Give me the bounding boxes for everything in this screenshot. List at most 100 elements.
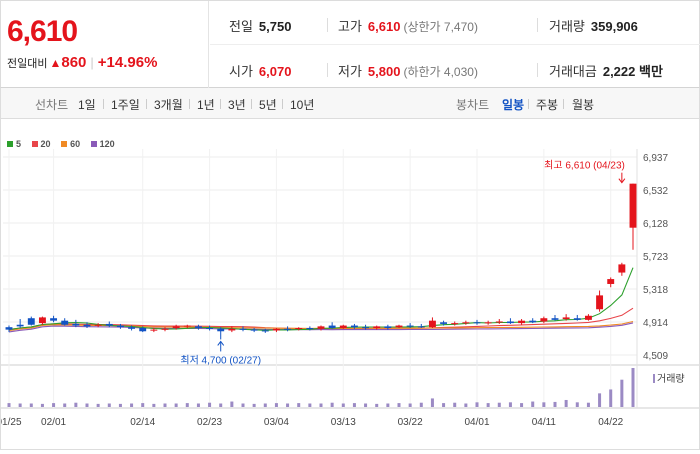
x-tick-label: 02/14 (130, 417, 155, 428)
y-tick-label: 4,509 (643, 351, 668, 362)
ma-legend: 5 20 60 120 (7, 139, 123, 149)
volume-bar (286, 403, 290, 407)
divider (146, 99, 147, 109)
tab-1day[interactable]: 1일 (78, 98, 96, 112)
tab-daily[interactable]: 일봉 (502, 98, 525, 112)
candle-body (328, 325, 336, 329)
price-block: 6,610 전일대비 ▲860 | +14.96% (1, 1, 209, 88)
volume-bar (486, 403, 490, 407)
candle-body (261, 330, 269, 332)
y-tick-label: 6,937 (643, 153, 668, 164)
change-label: 전일대비 (7, 58, 48, 70)
candlestick-chart[interactable]: 6,937 6,532 6,128 5,723 5,318 4,914 4,509 01/25… (0, 119, 699, 449)
volume-label: 거래량 (549, 19, 585, 34)
y-tick-label: 6,532 (643, 186, 668, 197)
volume-bar (163, 403, 167, 407)
volume-bar (274, 403, 278, 407)
candle-body (72, 323, 80, 326)
line-chart-title: 선차트 (35, 98, 69, 112)
tab-1week[interactable]: 1주일 (111, 98, 140, 112)
open-label: 시가 (229, 64, 253, 79)
volume-bar (341, 403, 345, 407)
divider (282, 99, 283, 109)
tab-5year[interactable]: 5년 (259, 98, 277, 112)
divider (210, 44, 700, 45)
y-tick-label: 5,723 (643, 252, 668, 263)
candle-body (529, 320, 537, 323)
tab-3year[interactable]: 3년 (228, 98, 246, 112)
upper-limit-note: (상한가 7,470) (403, 20, 478, 34)
legend-swatch (31, 141, 38, 147)
candle-body (584, 315, 592, 320)
volume-bar (375, 403, 379, 407)
x-tick-label: 04/01 (464, 417, 489, 428)
volume-label: 거래량 (657, 373, 685, 385)
candle-body (373, 326, 381, 329)
volume-bar (18, 403, 22, 407)
tab-1year[interactable]: 1년 (197, 98, 215, 112)
volume-bar (308, 403, 312, 407)
candle-body (217, 328, 225, 332)
volume-bar (107, 403, 111, 407)
volume-bar (564, 399, 568, 407)
candle-body (139, 328, 147, 332)
divider (563, 99, 564, 109)
volume-bar (520, 403, 524, 407)
volume-bar (453, 402, 457, 407)
up-arrow-icon: ▲ (49, 56, 62, 70)
candle-body (451, 323, 459, 325)
tab-3month[interactable]: 3개월 (154, 98, 183, 112)
candle-body (284, 328, 292, 330)
volume-bar (52, 403, 56, 407)
open-value: 6,070 (258, 64, 292, 79)
tab-monthly[interactable]: 월봉 (572, 98, 595, 112)
legend-ma5: 5 (7, 139, 21, 149)
candle-body (16, 324, 24, 327)
candle-body (194, 326, 202, 329)
tab-10year[interactable]: 10년 (290, 98, 315, 112)
volume-bar (475, 402, 479, 407)
change-row: 전일대비 ▲860 | +14.96% (7, 54, 157, 71)
divider (327, 18, 328, 32)
candle-body (518, 320, 526, 324)
volume-bar (196, 403, 200, 407)
prev-close-stat: 전일 5,750 (229, 16, 291, 35)
candle-body (350, 325, 358, 328)
x-tick-label: 03/13 (331, 417, 356, 428)
volume-bar (419, 402, 423, 407)
min-price-label: 최저 4,700 (02/27) (180, 354, 261, 366)
x-tick-label: 04/22 (598, 417, 623, 428)
divider (189, 99, 190, 109)
volume-bar (352, 403, 356, 407)
legend-ma120: 120 (90, 139, 115, 149)
candle-body (295, 328, 303, 330)
min-arrow-head (217, 340, 225, 346)
tab-weekly[interactable]: 주봉 (536, 98, 559, 112)
volume-bar (620, 379, 624, 407)
divider (251, 99, 252, 109)
x-tick-label: 03/04 (264, 417, 289, 428)
candle-body (5, 327, 13, 330)
candle-body (250, 329, 258, 331)
low-value: 5,800 (367, 64, 401, 79)
divider (528, 99, 529, 109)
stock-chart: 5 20 60 120 6,937 6,532 6,128 5,723 5,318 4,9… (0, 119, 700, 450)
candle-body (38, 317, 46, 324)
volume-bar (609, 389, 613, 407)
volume-bar (185, 403, 189, 407)
volume-bar (96, 403, 100, 407)
candle-body (440, 322, 448, 324)
legend-swatch (61, 141, 68, 147)
prev-close-value: 5,750 (258, 19, 292, 34)
candle-body (618, 264, 626, 273)
candle-body (27, 318, 35, 325)
volume-bar (118, 403, 122, 407)
volume-bar (63, 403, 67, 407)
x-tick-label: 02/23 (197, 417, 222, 428)
volume-bar (430, 398, 434, 407)
candle-body (150, 329, 158, 331)
trade-value-label: 거래대금 (549, 64, 597, 79)
legend-ma60: 60 (61, 139, 80, 149)
candle-body (362, 327, 370, 329)
divider (220, 99, 221, 109)
